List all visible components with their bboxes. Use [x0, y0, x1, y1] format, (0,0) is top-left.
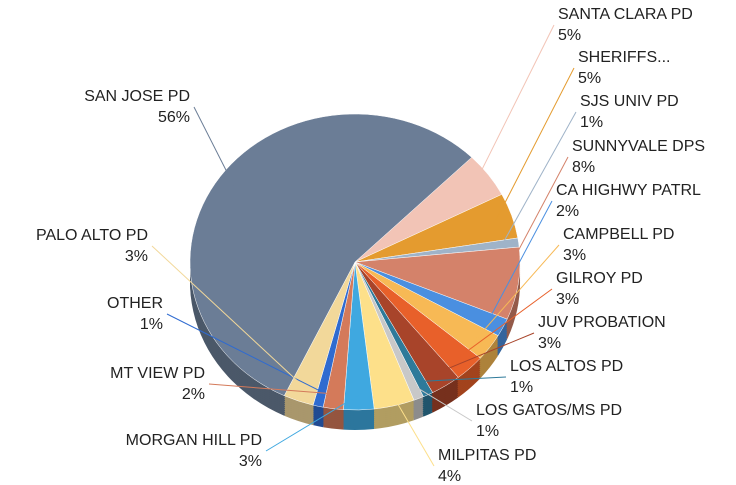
category-label: LOS GATOS/MS PD: [476, 402, 622, 419]
leader-line: [458, 288, 553, 359]
value-label: 1%: [510, 379, 533, 396]
value-label: 2%: [556, 203, 579, 220]
leader-line: [501, 156, 569, 282]
leader-line: [501, 111, 577, 245]
category-label: MILPITAS PD: [438, 447, 536, 464]
slice: [189, 113, 473, 397]
category-label: GILROY PD: [556, 270, 643, 287]
leader-line: [208, 383, 336, 395]
category-label: CAMPBELL PD: [563, 226, 674, 243]
category-label: OTHER: [107, 295, 163, 312]
value-label: 1%: [476, 423, 499, 440]
value-label: 3%: [538, 335, 561, 352]
value-label: 3%: [239, 453, 262, 470]
value-label: 3%: [125, 248, 148, 265]
value-label: 5%: [558, 27, 581, 44]
value-label: 4%: [438, 468, 461, 485]
leader-line: [487, 200, 553, 322]
leader-line: [265, 394, 359, 452]
category-label: JUV PROBATION: [538, 314, 666, 331]
category-label: SJS UNIV PD: [580, 93, 679, 110]
leader-line: [151, 245, 305, 388]
value-label: 5%: [578, 70, 601, 87]
leader-line: [420, 376, 507, 382]
leader-line: [412, 384, 473, 422]
leader-line: [390, 391, 435, 467]
leader-line: [475, 244, 560, 340]
category-label: SHERIFFS...: [578, 49, 670, 66]
category-label: MORGAN HILL PD: [126, 432, 262, 449]
value-label: 1%: [140, 316, 163, 333]
category-label: CA HIGHWY PATRL: [556, 182, 701, 199]
value-label: 1%: [580, 114, 603, 131]
leader-line: [474, 24, 555, 184]
category-label: SUNNYVALE DPS: [572, 138, 705, 155]
value-label: 8%: [572, 159, 595, 176]
leader-line: [436, 332, 535, 374]
category-label: PALO ALTO PD: [36, 227, 148, 244]
category-label: MT VIEW PD: [110, 365, 205, 382]
value-label: 2%: [182, 386, 205, 403]
category-label: SAN JOSE PD: [84, 88, 190, 105]
category-label: LOS ALTOS PD: [510, 358, 623, 375]
value-label: 3%: [556, 291, 579, 308]
leader-line: [166, 313, 323, 393]
leader-line: [495, 67, 575, 221]
value-label: 3%: [563, 247, 586, 264]
value-label: 56%: [158, 109, 190, 126]
leader-line: [193, 106, 235, 186]
category-label: SANTA CLARA PD: [558, 6, 693, 23]
